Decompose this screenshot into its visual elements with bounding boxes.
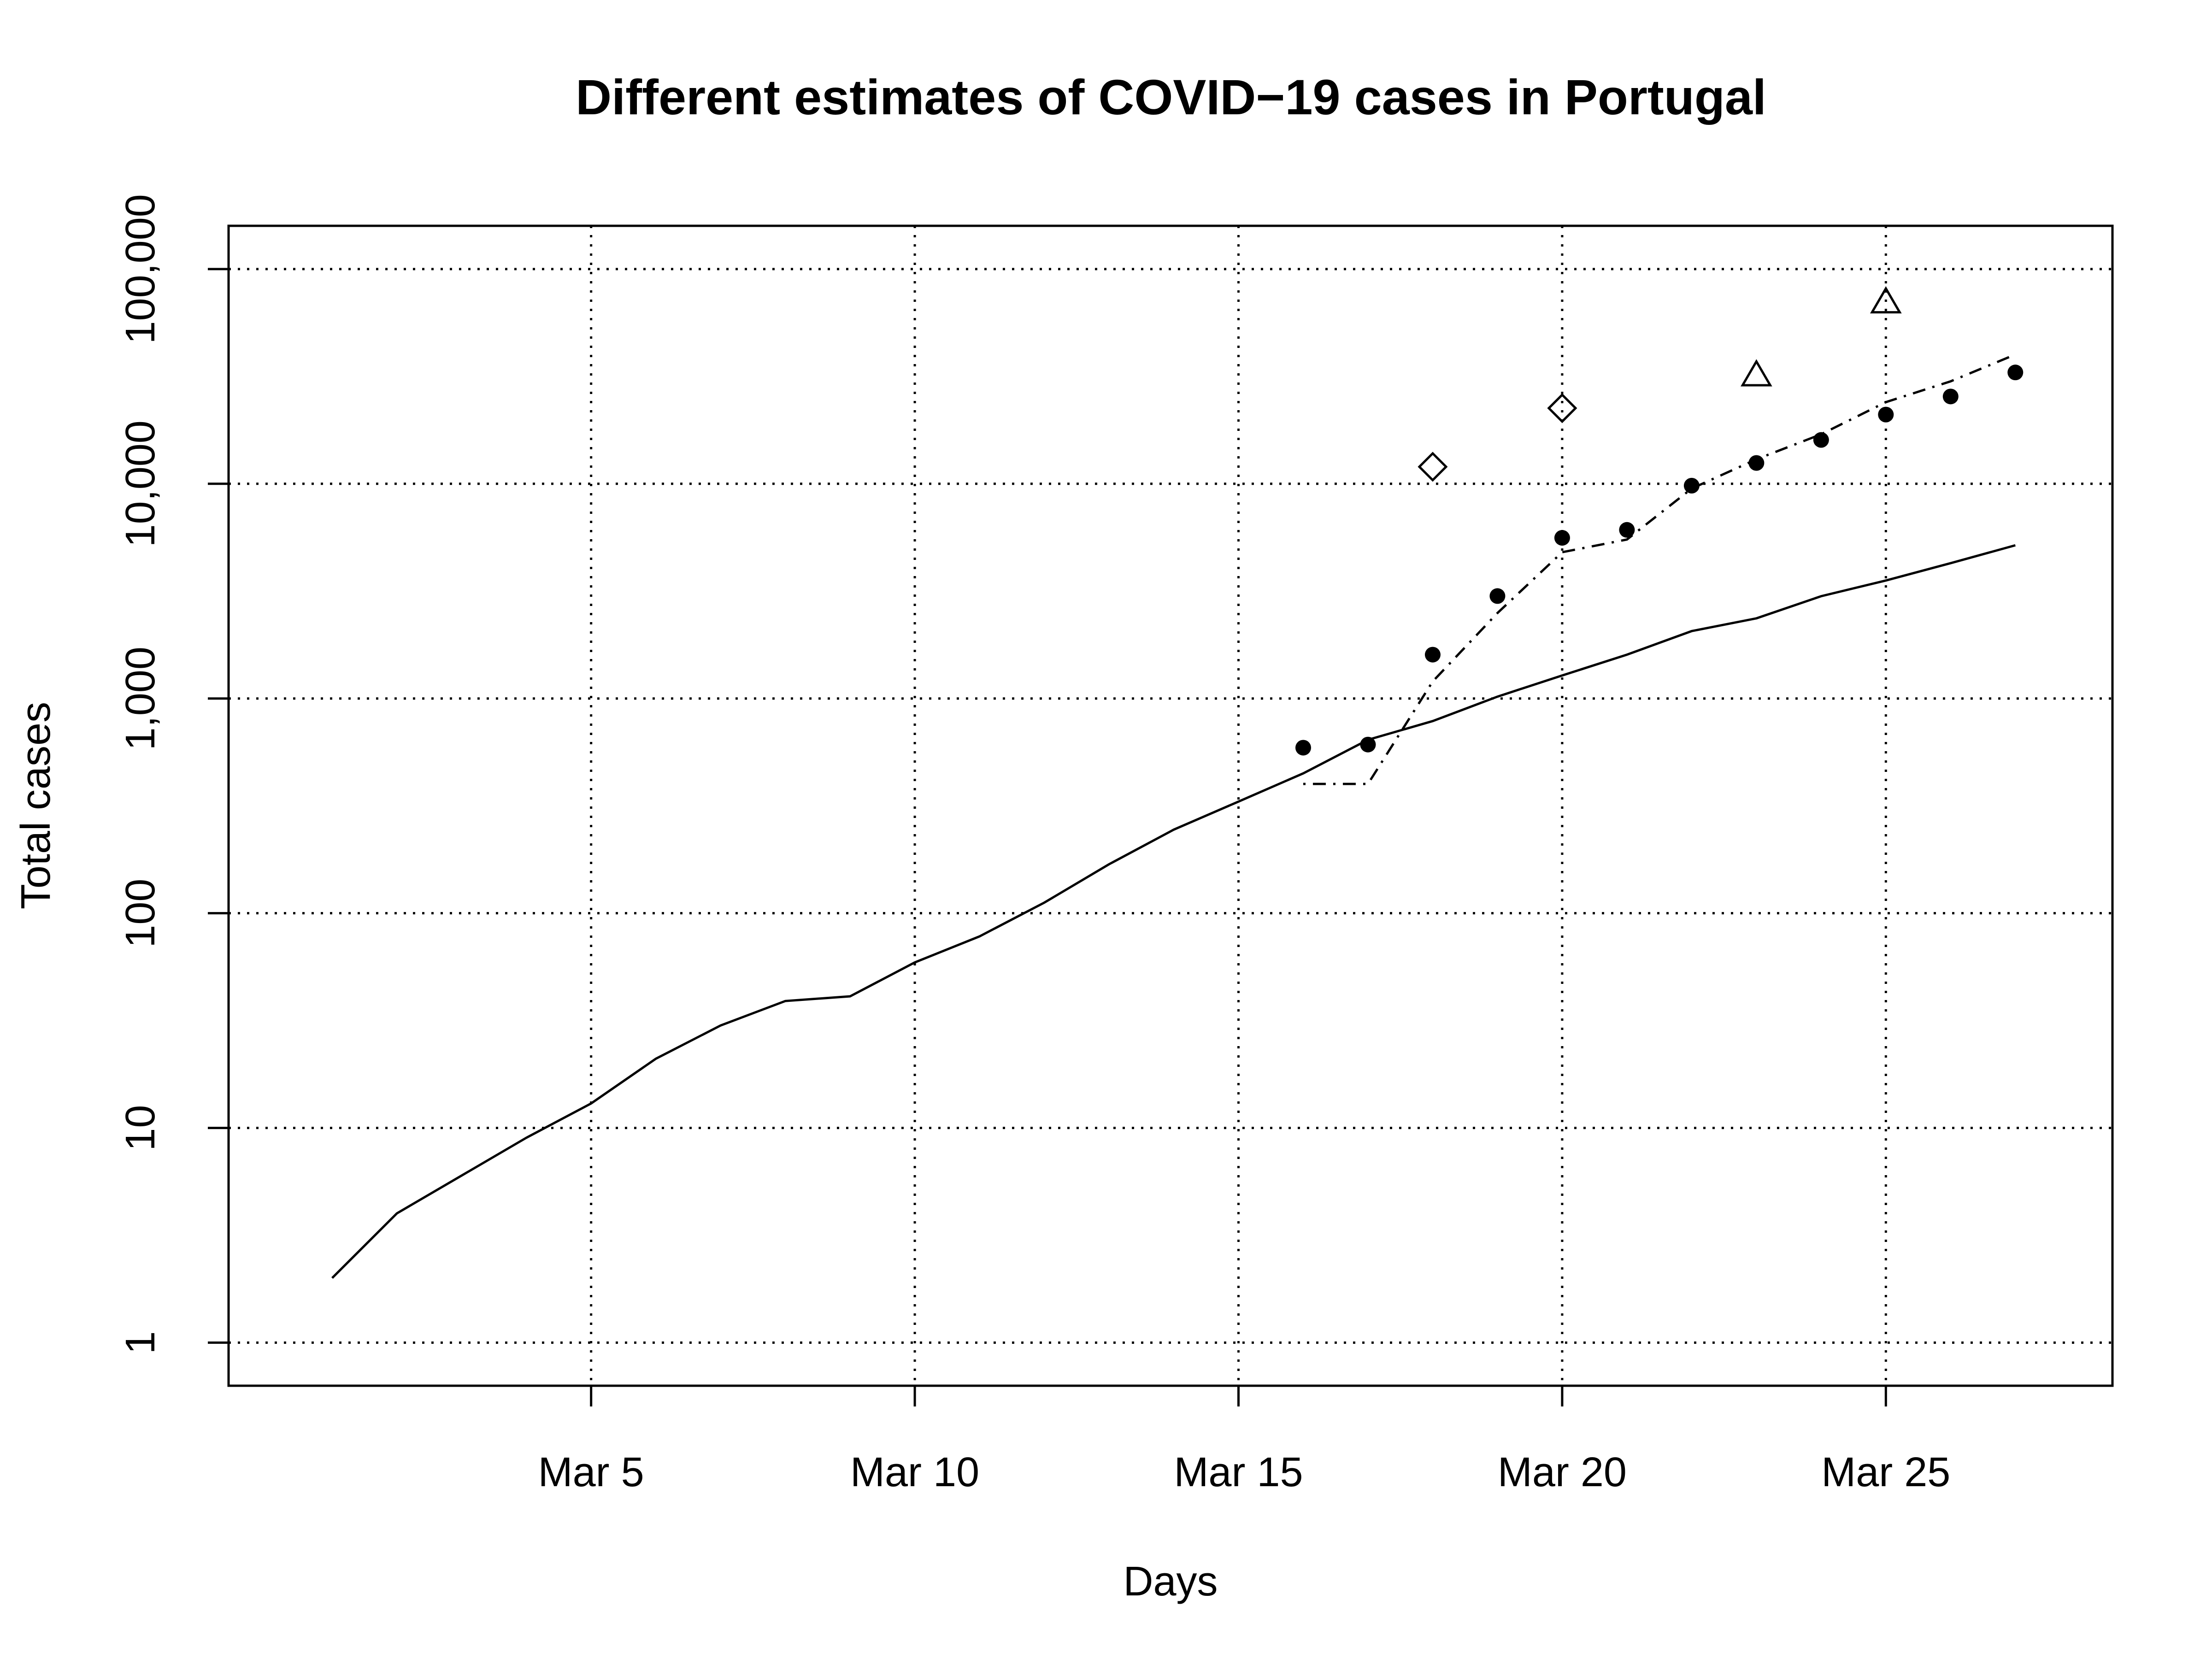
data-point — [1813, 432, 1829, 448]
x-tick-label: Mar 15 — [1174, 1449, 1303, 1495]
triangle-marker — [1741, 359, 1772, 387]
triangle-marker — [1870, 286, 1902, 314]
reported-cases-line — [331, 544, 2016, 1279]
y-tick-label: 1 — [118, 1331, 164, 1354]
y-tick-label: 10,000 — [118, 420, 164, 547]
data-point — [1554, 530, 1570, 546]
diamond-marker — [1547, 393, 1577, 424]
series-estimate-dotdash-line — [1303, 353, 2016, 785]
data-point — [1489, 588, 1506, 604]
grid — [229, 226, 2112, 1386]
plot-area-border — [227, 224, 2114, 1387]
x-tick-label: Mar 10 — [850, 1449, 979, 1495]
x-axis-label: Days — [1123, 1559, 1218, 1605]
data-point — [1748, 455, 1765, 471]
y-tick-label: 100,000 — [118, 194, 164, 344]
series-estimate-points — [1295, 365, 2024, 756]
series-group — [331, 286, 2024, 1279]
x-tick-label: Mar 20 — [1498, 1449, 1627, 1495]
series-triangle-markers — [1741, 286, 1902, 387]
data-point — [1942, 388, 1959, 405]
estimate-line — [1303, 353, 2016, 785]
data-point — [1683, 477, 1700, 494]
y-tick-label: 100 — [118, 879, 164, 948]
data-point — [1360, 736, 1376, 753]
y-tick-label: 1,000 — [118, 647, 164, 750]
diamond-marker — [1418, 452, 1448, 482]
chart-title: Different estimates of COVID−19 cases in… — [576, 69, 1766, 125]
data-point — [1424, 647, 1441, 663]
data-point — [2007, 365, 2024, 381]
series-diamond-markers — [1418, 393, 1577, 482]
x-tick-label: Mar 25 — [1821, 1449, 1950, 1495]
data-point — [1878, 406, 1894, 423]
y-axis-label: Total cases — [13, 702, 59, 909]
data-point — [1295, 740, 1311, 756]
axes: Mar 5 Mar 10 Mar 15 Mar 20 Mar 25 1 10 100 1,000… — [118, 194, 1950, 1495]
y-tick-label: 10 — [118, 1105, 164, 1151]
series-reported-line — [331, 544, 2016, 1279]
x-tick-label: Mar 5 — [538, 1449, 644, 1495]
data-point — [1619, 522, 1635, 538]
